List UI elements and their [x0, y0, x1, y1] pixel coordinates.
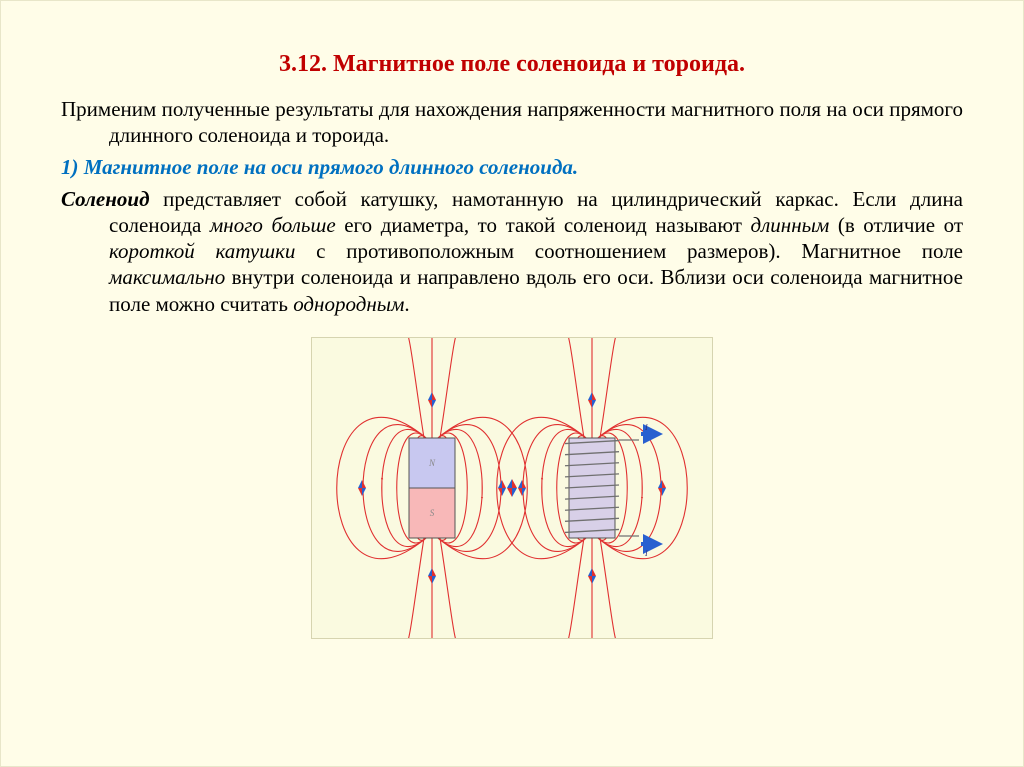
- svg-text:S: S: [430, 508, 435, 518]
- term-uniform: однородным: [293, 292, 404, 316]
- body-dot: .: [404, 292, 409, 316]
- subheading-number: 1): [61, 155, 79, 179]
- svg-text:I: I: [644, 549, 648, 558]
- field-svg: N S I I: [312, 338, 712, 638]
- svg-text:I: I: [644, 423, 648, 432]
- intro-paragraph: Применим полученные результаты для нахож…: [61, 96, 963, 149]
- page-title: 3.12. Магнитное поле соленоида и тороида…: [61, 51, 963, 78]
- slide-page: 3.12. Магнитное поле соленоида и тороида…: [0, 0, 1024, 767]
- term-long: длинным: [751, 213, 830, 237]
- term-much-more: много больше: [210, 213, 336, 237]
- svg-text:N: N: [428, 458, 436, 468]
- body-t5: внутри соленоида и направлено вдоль его …: [109, 265, 963, 315]
- body-paragraph: Соленоид представляет собой катушку, нам…: [61, 186, 963, 317]
- subheading-text: Магнитное поле на оси прямого длинного с…: [79, 155, 579, 179]
- magnetic-field-figure: N S I I: [311, 337, 713, 639]
- body-t4: с противоположным соотношением размеров)…: [295, 239, 963, 263]
- figure-wrapper: N S I I: [61, 337, 963, 639]
- term-short-coil: короткой катушки: [109, 239, 295, 263]
- term-maximum: максимально: [109, 265, 225, 289]
- body-t2: его диаметра, то такой соленоид называют: [336, 213, 751, 237]
- body-t3: (в отличие от: [829, 213, 963, 237]
- term-solenoid: Соленоид: [61, 187, 149, 211]
- subheading: 1) Магнитное поле на оси прямого длинног…: [61, 155, 963, 180]
